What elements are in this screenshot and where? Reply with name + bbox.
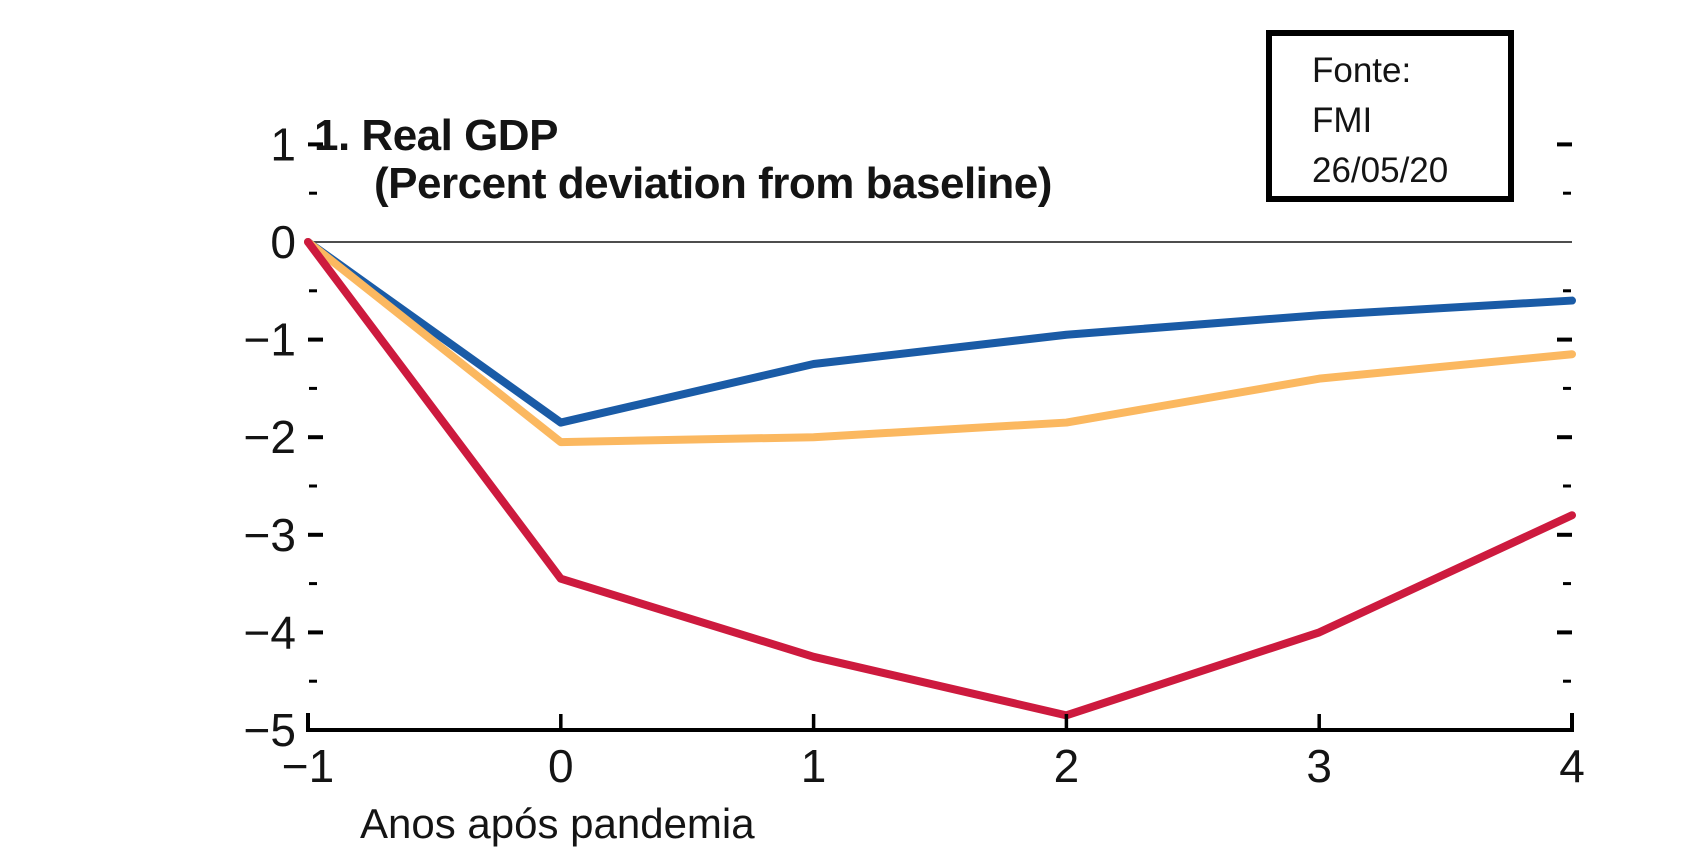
y-tick-label: −2 (244, 411, 296, 463)
source-date: 26/05/20 (1312, 151, 1449, 190)
red-line (304, 238, 1576, 720)
x-tick-label: −1 (282, 740, 334, 792)
yellow-line (304, 238, 1576, 447)
y-tick-label: −4 (244, 606, 296, 658)
y-tick-label: 1 (270, 118, 296, 170)
x-tick-label: 0 (548, 740, 574, 792)
blue-line (304, 238, 1576, 427)
y-tick-label: −1 (244, 314, 296, 366)
x-axis-title: Anos após pandemia (360, 800, 755, 847)
x-tick-label: 2 (1054, 740, 1080, 792)
x-axis: −1 0 1 2 3 4 (282, 713, 1585, 792)
x-tick-label: 4 (1559, 740, 1585, 792)
source-name: FMI (1312, 101, 1373, 140)
x-axis-line (306, 713, 1574, 732)
y-axis: 1 0 −1 −2 −3 −4 −5 (244, 118, 1572, 756)
x-tick-label: 3 (1306, 740, 1332, 792)
y-tick-label: 0 (270, 216, 296, 268)
x-tick-label: 1 (801, 740, 827, 792)
chart-title-block: 1. Real GDP (Percent deviation from base… (314, 112, 1052, 208)
source-box: Fonte: FMI 26/05/20 (1266, 30, 1514, 202)
series-lines (304, 238, 1576, 720)
y-tick-label: −5 (244, 704, 296, 756)
chart-title: 1. Real GDP (314, 111, 558, 160)
chart-subtitle: (Percent deviation from baseline) (374, 159, 1052, 208)
y-tick-label: −3 (244, 509, 296, 561)
source-label: Fonte: (1312, 51, 1412, 90)
